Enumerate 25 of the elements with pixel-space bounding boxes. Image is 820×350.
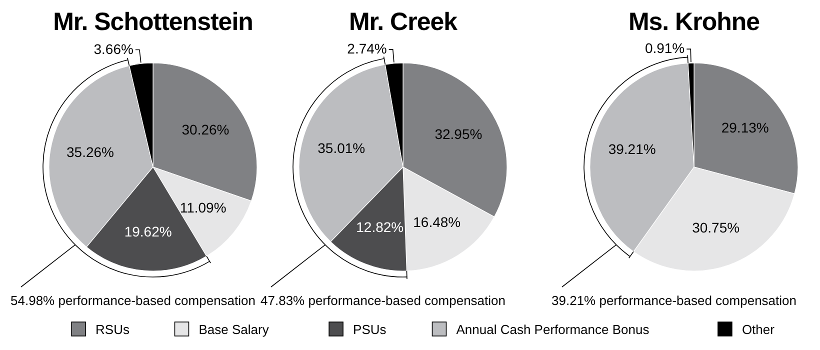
data-label: 39.21% xyxy=(608,141,656,158)
legend-label: Base Salary xyxy=(198,322,270,337)
legend-label: Annual Cash Performance Bonus xyxy=(456,322,650,337)
data-label: 30.26% xyxy=(182,122,230,138)
text: 54.98% performance-based compensation xyxy=(10,293,256,308)
chart-title: Mr. Creek xyxy=(348,8,458,36)
chart-title: Mr. Schottenstein xyxy=(53,8,253,36)
data-label: 35.26% xyxy=(66,144,114,160)
text: 39.21% performance-based compensation xyxy=(552,293,796,308)
data-label: 12.82% xyxy=(356,219,404,236)
data-label: 11.09% xyxy=(180,200,226,216)
legend-label: RSUs xyxy=(96,322,130,337)
legend-label: Other xyxy=(742,322,776,337)
data-label: 19.62% xyxy=(124,223,172,240)
data-label: 16.48% xyxy=(413,214,461,230)
data-label: 30.75% xyxy=(692,220,740,236)
legend-label: PSUs xyxy=(353,322,387,337)
data-label: 29.13% xyxy=(721,120,769,136)
text: 47.83% performance-based compensation xyxy=(260,293,506,308)
data-label: 0.91% xyxy=(644,40,685,56)
data-label: 2.74% xyxy=(347,40,387,56)
data-label: 3.66% xyxy=(94,40,134,57)
chart-title: Ms. Krohne xyxy=(628,8,760,36)
data-label: 32.95% xyxy=(434,126,482,142)
data-label: 35.01% xyxy=(318,140,366,156)
